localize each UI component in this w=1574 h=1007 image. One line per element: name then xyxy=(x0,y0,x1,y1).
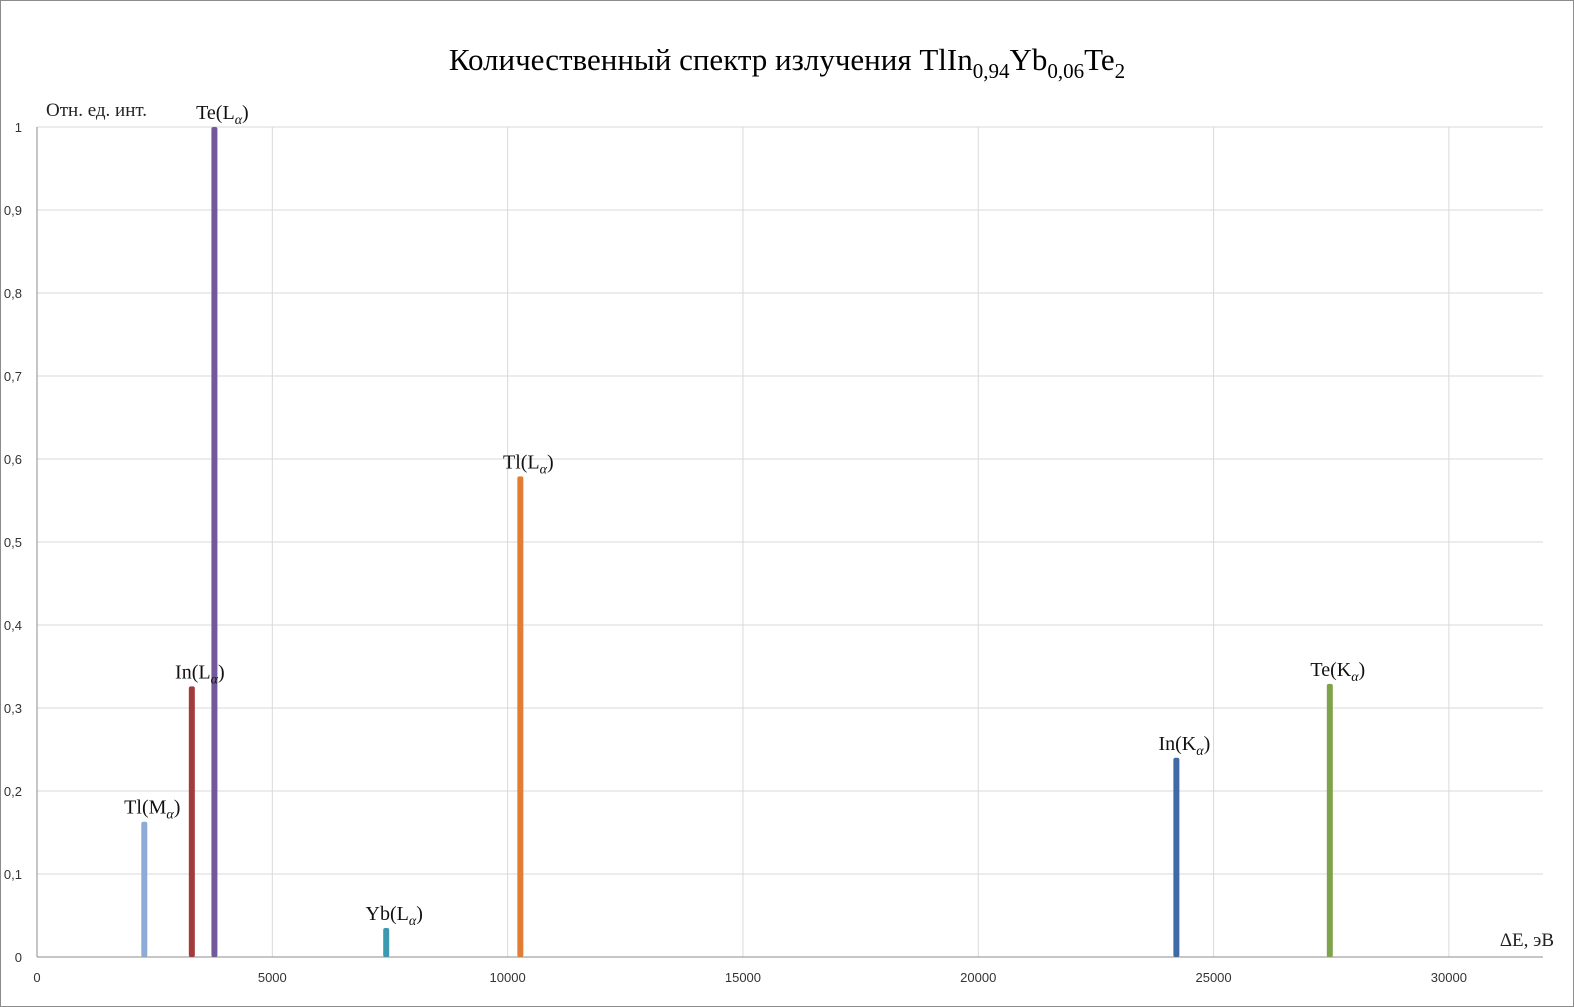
x-tick-label: 10000 xyxy=(490,970,526,985)
x-tick-label: 0 xyxy=(33,970,40,985)
x-tick-label: 30000 xyxy=(1431,970,1467,985)
tick-labels: 0 0,1 0,2 0,3 0,4 0,5 0,6 0,7 0,8 0,9 1 0 5000 10000 1… xyxy=(4,120,1467,985)
peak-bar xyxy=(1326,683,1333,957)
peak-label: In(Kα) xyxy=(1158,733,1210,759)
peak-bar xyxy=(188,686,195,957)
y-tick-label: 0,5 xyxy=(4,535,22,550)
y-tick-label: 0,7 xyxy=(4,369,22,384)
peak-bar xyxy=(383,927,390,957)
y-tick-label: 0,3 xyxy=(4,701,22,716)
peak-label: In(Lα) xyxy=(175,661,225,687)
axes xyxy=(36,127,1543,958)
y-axis-label: Отн. ед. инт. xyxy=(46,100,147,121)
y-tick-label: 0,6 xyxy=(4,452,22,467)
peak-bar xyxy=(211,127,218,957)
y-tick-label: 0,2 xyxy=(4,784,22,799)
y-tick-label: 0,1 xyxy=(4,867,22,882)
peak-bars xyxy=(141,127,1333,957)
x-tick-label: 25000 xyxy=(1195,970,1231,985)
y-tick-label: 0,8 xyxy=(4,286,22,301)
x-tick-label: 5000 xyxy=(258,970,287,985)
x-axis-label: ΔE, эВ xyxy=(1500,930,1554,951)
peak-labels: Tl(Mα) In(Lα) Te(Lα) Yb(Lα) Tl(Lα) In(Kα) Te(K… xyxy=(124,102,1365,929)
peak-label: Te(Lα) xyxy=(196,102,249,128)
y-tick-label: 0 xyxy=(15,950,22,965)
x-tick-label: 20000 xyxy=(960,970,996,985)
peak-label: Te(Kα) xyxy=(1310,659,1365,685)
peak-label: Tl(Mα) xyxy=(124,797,180,823)
peak-label: Tl(Lα) xyxy=(503,451,554,477)
y-tick-label: 1 xyxy=(15,120,22,135)
y-tick-label: 0,4 xyxy=(4,618,22,633)
grid xyxy=(37,126,1543,957)
y-tick-label: 0,9 xyxy=(4,203,22,218)
peak-bar xyxy=(517,476,524,957)
peak-bar xyxy=(1173,757,1180,957)
peak-bar xyxy=(141,821,148,957)
peak-label: Yb(Lα) xyxy=(366,903,423,929)
chart-title: Количественный спектр излучения TlIn0,94… xyxy=(449,42,1125,83)
x-tick-label: 15000 xyxy=(725,970,761,985)
